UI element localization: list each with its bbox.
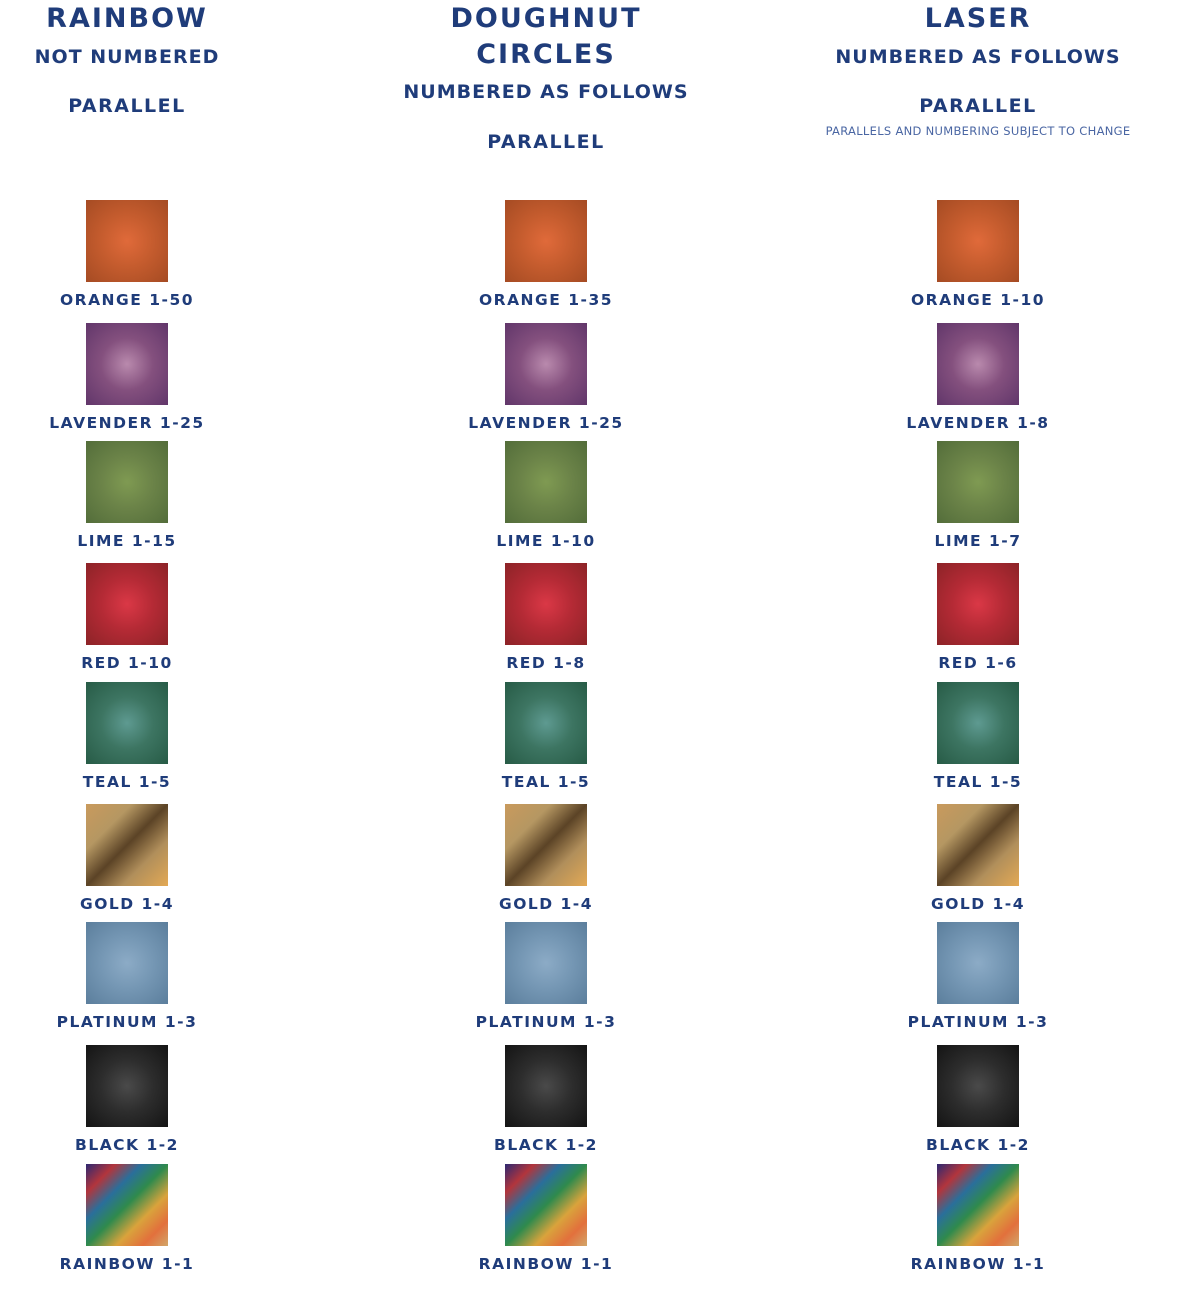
swatch-label: LIME 1-15 <box>77 532 177 550</box>
swatch-label: ORANGE 1-35 <box>478 291 614 309</box>
swatch-label: LAVENDER 1-25 <box>49 414 205 432</box>
platinum-swatch <box>505 922 587 1004</box>
lavender-swatch <box>505 323 587 405</box>
swatch-item: PLATINUM 1-3 <box>356 922 736 1031</box>
swatch-label: BLACK 1-2 <box>926 1136 1030 1154</box>
swatch-item: ORANGE 1-35 <box>356 200 736 309</box>
swatch-item: LAVENDER 1-8 <box>756 323 1200 432</box>
swatch-label: LAVENDER 1-8 <box>906 414 1050 432</box>
column-title: DOUGHNUT <box>450 3 642 34</box>
column-subtitle: NUMBERED AS FOLLOWS <box>835 46 1121 68</box>
swatch-item: RAINBOW 1-1 <box>0 1164 254 1273</box>
swatch-label: TEAL 1-5 <box>501 773 591 791</box>
swatch-item: BLACK 1-2 <box>756 1045 1200 1154</box>
swatch-label: GOLD 1-4 <box>498 895 594 913</box>
swatch-label: GOLD 1-4 <box>930 895 1026 913</box>
swatch-label: GOLD 1-4 <box>79 895 175 913</box>
column-note: PARALLELS AND NUMBERING SUBJECT TO CHANG… <box>825 124 1131 138</box>
platinum-swatch <box>937 922 1019 1004</box>
swatch-item: PLATINUM 1-3 <box>0 922 254 1031</box>
swatch-item: LIME 1-7 <box>756 441 1200 550</box>
swatch-item: TEAL 1-5 <box>756 682 1200 791</box>
lavender-swatch <box>86 323 168 405</box>
column-title: RAINBOW <box>46 3 208 34</box>
swatch-label: RAINBOW 1-1 <box>910 1255 1046 1273</box>
swatch-label: TEAL 1-5 <box>82 773 172 791</box>
orange-swatch <box>505 200 587 282</box>
swatch-label: RED 1-10 <box>81 654 173 672</box>
teal-swatch <box>505 682 587 764</box>
rainbow-swatch <box>86 1164 168 1246</box>
swatch-label: RED 1-8 <box>506 654 586 672</box>
swatch-label: PLATINUM 1-3 <box>475 1013 617 1031</box>
swatch-label: RAINBOW 1-1 <box>478 1255 614 1273</box>
swatch-item: TEAL 1-5 <box>0 682 254 791</box>
rainbow-swatch <box>505 1164 587 1246</box>
column-subtitle: NUMBERED AS FOLLOWS <box>403 81 689 103</box>
swatch-item: LIME 1-15 <box>0 441 254 550</box>
lavender-swatch <box>937 323 1019 405</box>
swatch-label: ORANGE 1-50 <box>59 291 195 309</box>
column-header: RAINBOW <box>0 1 254 37</box>
swatch-item: TEAL 1-5 <box>356 682 736 791</box>
gold-swatch <box>937 804 1019 886</box>
black-swatch <box>937 1045 1019 1127</box>
teal-swatch <box>86 682 168 764</box>
swatch-item: RED 1-6 <box>756 563 1200 672</box>
column-header: LASER <box>756 1 1200 37</box>
column-parallel-label: PARALLEL <box>487 131 605 153</box>
swatch-item: GOLD 1-4 <box>0 804 254 913</box>
swatch-label: RAINBOW 1-1 <box>59 1255 195 1273</box>
platinum-swatch <box>86 922 168 1004</box>
swatch-item: RED 1-10 <box>0 563 254 672</box>
red-swatch <box>505 563 587 645</box>
teal-swatch <box>937 682 1019 764</box>
swatch-label: LIME 1-10 <box>496 532 596 550</box>
swatch-item: RED 1-8 <box>356 563 736 672</box>
swatch-item: RAINBOW 1-1 <box>756 1164 1200 1273</box>
swatch-label: ORANGE 1-10 <box>910 291 1046 309</box>
swatch-label: TEAL 1-5 <box>933 773 1023 791</box>
red-swatch <box>86 563 168 645</box>
rainbow-swatch <box>937 1164 1019 1246</box>
swatch-item: PLATINUM 1-3 <box>756 922 1200 1031</box>
black-swatch <box>86 1045 168 1127</box>
red-swatch <box>937 563 1019 645</box>
orange-swatch <box>937 200 1019 282</box>
swatch-item: ORANGE 1-10 <box>756 200 1200 309</box>
swatch-item: LAVENDER 1-25 <box>356 323 736 432</box>
column-subtitle: NOT NUMBERED <box>34 46 220 68</box>
column-title: LASER <box>924 3 1032 34</box>
swatch-label: BLACK 1-2 <box>494 1136 598 1154</box>
swatch-item: GOLD 1-4 <box>756 804 1200 913</box>
swatch-label: LIME 1-7 <box>934 532 1022 550</box>
swatch-label: RED 1-6 <box>938 654 1018 672</box>
swatch-item: LIME 1-10 <box>356 441 736 550</box>
swatch-label: BLACK 1-2 <box>75 1136 179 1154</box>
column-header: DOUGHNUT CIRCLES <box>356 1 736 73</box>
column-parallel-label: PARALLEL <box>919 95 1037 117</box>
gold-swatch <box>86 804 168 886</box>
swatch-label: PLATINUM 1-3 <box>56 1013 198 1031</box>
swatch-item: GOLD 1-4 <box>356 804 736 913</box>
gold-swatch <box>505 804 587 886</box>
swatch-item: BLACK 1-2 <box>0 1045 254 1154</box>
swatch-item: RAINBOW 1-1 <box>356 1164 736 1273</box>
swatch-item: BLACK 1-2 <box>356 1045 736 1154</box>
swatch-label: LAVENDER 1-25 <box>468 414 624 432</box>
column-parallel-label: PARALLEL <box>68 95 186 117</box>
orange-swatch <box>86 200 168 282</box>
lime-swatch <box>86 441 168 523</box>
lime-swatch <box>937 441 1019 523</box>
swatch-item: ORANGE 1-50 <box>0 200 254 309</box>
swatch-item: LAVENDER 1-25 <box>0 323 254 432</box>
column-title: CIRCLES <box>476 39 616 70</box>
swatch-label: PLATINUM 1-3 <box>907 1013 1049 1031</box>
lime-swatch <box>505 441 587 523</box>
black-swatch <box>505 1045 587 1127</box>
